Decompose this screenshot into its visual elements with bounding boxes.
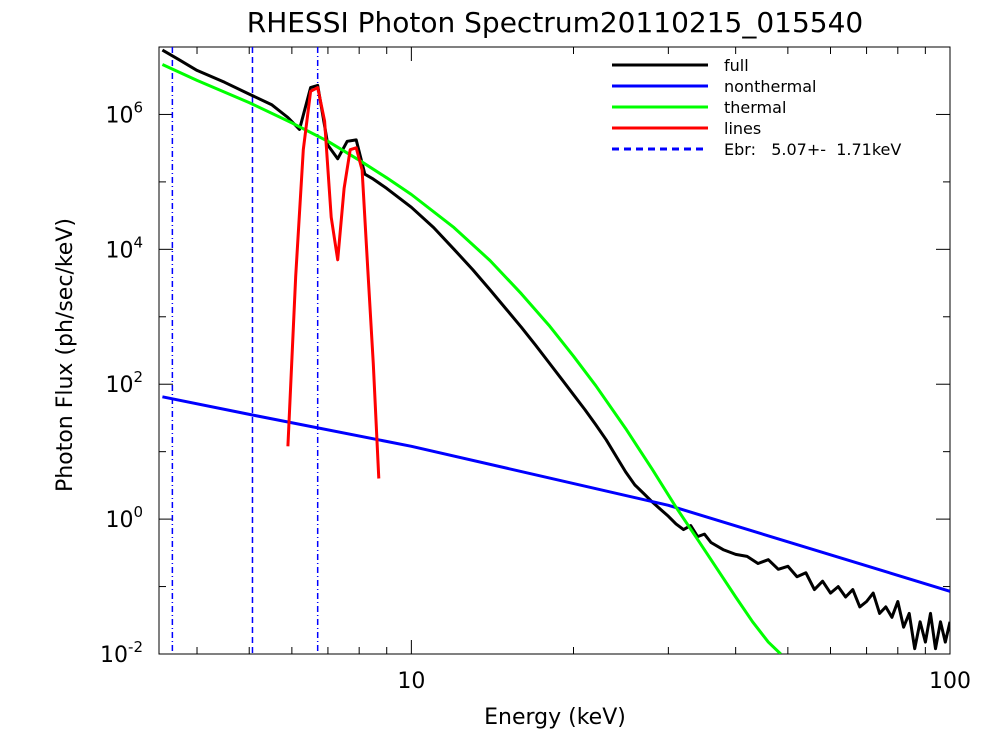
reference-lines	[171, 47, 319, 654]
y-tick-label: 104	[105, 233, 143, 263]
legend-label: full	[724, 56, 749, 75]
series-group	[161, 48, 950, 654]
plot-frame	[158, 46, 951, 655]
legend-label: Ebr: 5.07+- 1.71keV	[724, 140, 901, 159]
series-line-nonthermal	[162, 395, 950, 593]
y-tick-label: 102	[105, 368, 143, 398]
x-tick-label: 10	[397, 669, 425, 694]
legend-label: thermal	[724, 98, 786, 117]
x-tick-label: 100	[929, 669, 971, 694]
chart-title: RHESSI Photon Spectrum20110215_015540	[247, 6, 864, 39]
series-line-lines	[286, 86, 381, 479]
y-tick-label: 106	[105, 98, 143, 128]
series-line-full	[161, 48, 950, 651]
x-axis-label: Energy (keV)	[484, 705, 626, 730]
y-tick-label: 10-2	[100, 638, 143, 668]
series-line-thermal	[161, 63, 782, 654]
axis-ticks: 10 100 10-2 100 102 104 106	[100, 47, 971, 694]
y-axis-label: Photon Flux (ph/sec/keV)	[53, 218, 78, 492]
legend-label: lines	[724, 119, 761, 138]
legend-label: nonthermal	[724, 77, 816, 96]
y-tick-label: 100	[105, 503, 143, 533]
legend: full nonthermal thermal lines Ebr: 5.07+- 1.…	[612, 56, 901, 159]
